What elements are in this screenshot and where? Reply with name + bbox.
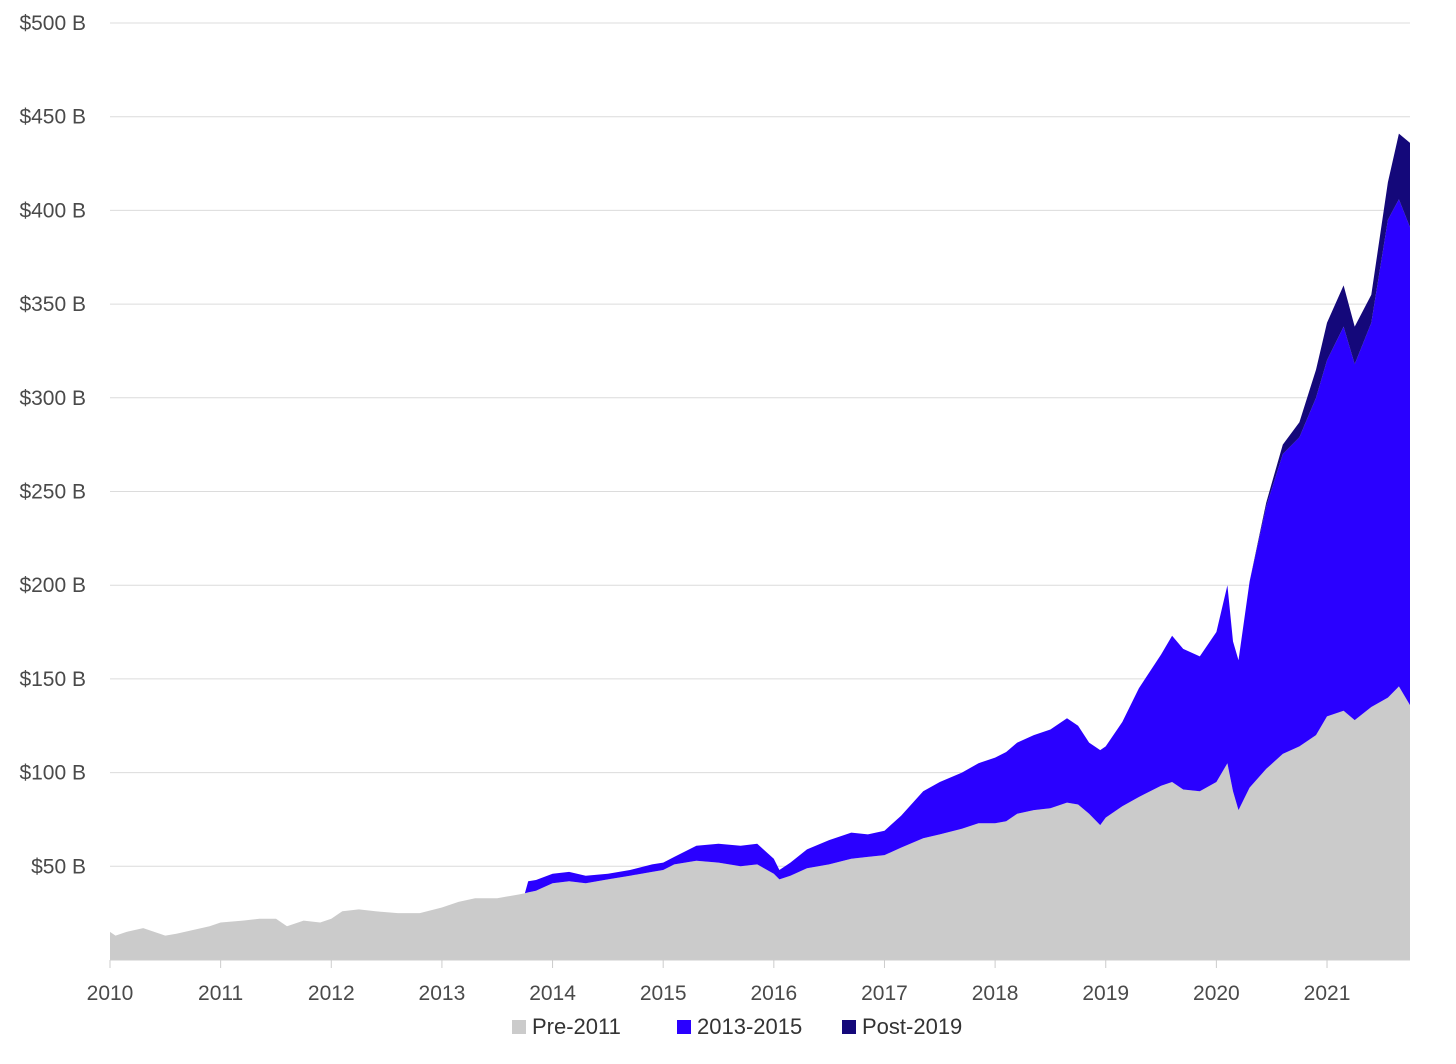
x-tick-label: 2018 xyxy=(972,982,1019,1005)
y-tick-label: $200 B xyxy=(19,574,86,597)
legend-swatch xyxy=(677,1020,691,1034)
x-tick-label: 2010 xyxy=(87,982,134,1005)
area-series xyxy=(110,133,1410,960)
x-axis xyxy=(109,959,1410,968)
legend: Pre-2011 2013-2015 Post-2019 xyxy=(512,1014,962,1039)
y-tick-label: $450 B xyxy=(19,106,86,129)
x-tick-label: 2012 xyxy=(308,982,355,1005)
legend-label: Pre-2011 xyxy=(532,1014,621,1039)
x-tick-label: 2021 xyxy=(1304,982,1351,1005)
legend-swatch xyxy=(842,1020,856,1034)
x-tick-label: 2020 xyxy=(1193,982,1240,1005)
x-tick-label: 2019 xyxy=(1082,982,1129,1005)
x-tick-label: 2015 xyxy=(640,982,687,1005)
x-tick-label: 2013 xyxy=(419,982,466,1005)
gridlines xyxy=(110,22,1410,867)
y-tick-label: $250 B xyxy=(19,481,86,504)
legend-item: Pre-2011 xyxy=(512,1014,621,1039)
x-tick-label: 2014 xyxy=(529,982,576,1005)
legend-item: Post-2019 xyxy=(842,1014,962,1039)
y-tick-label: $100 B xyxy=(19,762,86,785)
x-tick-label: 2016 xyxy=(750,982,797,1005)
legend-swatch xyxy=(512,1020,526,1034)
y-tick-label: $400 B xyxy=(19,199,86,222)
x-tick-label: 2011 xyxy=(198,982,243,1005)
legend-label: Post-2019 xyxy=(862,1014,962,1039)
y-tick-label: $150 B xyxy=(19,668,86,691)
y-tick-label: $350 B xyxy=(19,293,86,316)
legend-item: 2013-2015 xyxy=(677,1014,802,1039)
area-pre-2011 xyxy=(110,686,1410,960)
legend-label: 2013-2015 xyxy=(697,1014,802,1039)
area-2013-2015 xyxy=(110,199,1410,936)
x-tick-label: 2017 xyxy=(861,982,908,1005)
y-axis-ticks: $50 B $100 B $150 B $200 B $250 B $300 B $350 … xyxy=(19,12,86,878)
x-axis-ticks: 2010 2011 2012 2013 2014 2015 2016 2017 2018 2019… xyxy=(87,982,1351,1005)
y-tick-label: $50 B xyxy=(31,855,86,878)
y-tick-label: $500 B xyxy=(19,12,86,35)
y-tick-label: $300 B xyxy=(19,387,86,410)
